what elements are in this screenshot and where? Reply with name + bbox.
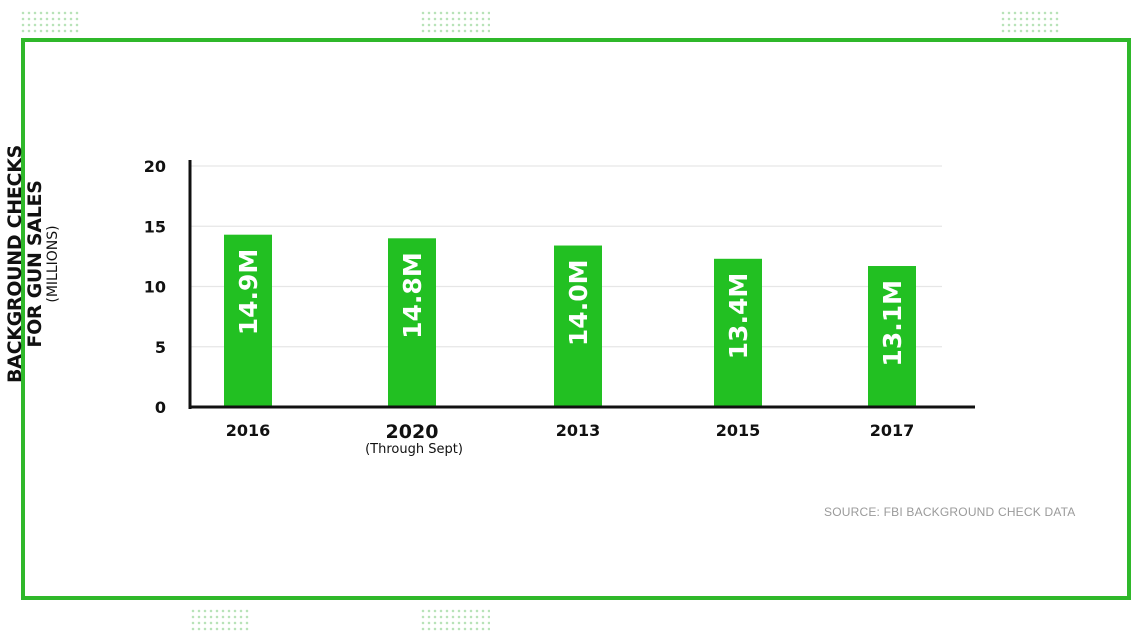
data-label: 13.4M: [724, 273, 753, 360]
y-tick-label: 15: [144, 217, 166, 236]
y-axis-title: BACKGROUND CHECKS FOR GUN SALES (MILLION…: [4, 145, 353, 383]
bar-2020: [388, 238, 436, 407]
x-tick-label: 2013: [556, 421, 601, 440]
data-label: 14.0M: [564, 260, 593, 347]
source-note: SOURCE: FBI BACKGROUND CHECK DATA: [824, 505, 1076, 519]
bar-2017: [868, 266, 916, 407]
bar-2015: [714, 258, 762, 407]
y-axis-title-line-1: BACKGROUND CHECKS: [4, 144, 26, 384]
y-tick-label: 5: [155, 338, 166, 357]
y-axis-title-line-2: FOR GUN SALES: [24, 180, 46, 348]
x-tick-label: 2016: [226, 421, 271, 440]
y-tick-label: 20: [144, 157, 166, 176]
y-axis-title-unit: (MILLIONS): [45, 225, 61, 303]
x-tick-label: 2017: [870, 421, 915, 440]
bar-2013: [554, 245, 602, 407]
y-tick-label: 10: [144, 278, 166, 297]
bar-2016: [224, 234, 272, 407]
data-label: 14.8M: [398, 252, 427, 339]
y-tick-label: 0: [155, 398, 166, 417]
data-label: 13.1M: [878, 280, 907, 367]
x-tick-label: 2015: [716, 421, 761, 440]
data-label: 14.9M: [234, 249, 263, 336]
x-tick-sublabel: (Through Sept): [365, 442, 463, 457]
x-tick-label: 2020: [386, 421, 439, 443]
